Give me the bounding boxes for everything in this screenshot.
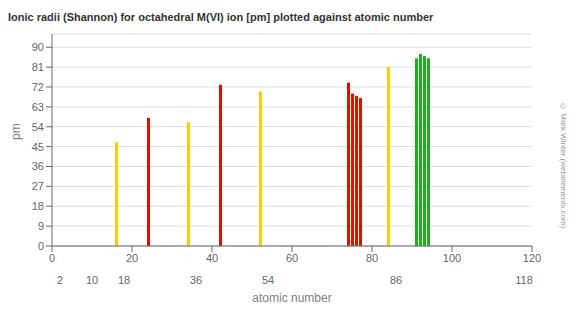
html-text:© Mark Winter (webelements.com: © Mark Winter (webelements.com) <box>558 101 568 229</box>
svg-text:2: 2 <box>57 274 63 286</box>
svg-text:45: 45 <box>32 141 44 153</box>
svg-text:0: 0 <box>38 240 44 252</box>
svg-text:86: 86 <box>390 274 402 286</box>
svg-text:20: 20 <box>126 252 138 264</box>
svg-text:36: 36 <box>190 274 202 286</box>
svg-text:atomic number: atomic number <box>252 291 331 304</box>
svg-text:118: 118 <box>515 274 533 286</box>
svg-text:80: 80 <box>366 252 378 264</box>
svg-text:63: 63 <box>32 101 44 113</box>
svg-text:54: 54 <box>32 121 44 133</box>
svg-text:72: 72 <box>32 81 44 93</box>
svg-text:27: 27 <box>32 180 44 192</box>
html-text:Ionic radii (Shannon) for octa: Ionic radii (Shannon) for octahedral M(V… <box>8 11 434 23</box>
svg-text:pm: pm <box>9 123 23 140</box>
svg-text:10: 10 <box>86 274 98 286</box>
svg-text:9: 9 <box>38 220 44 232</box>
svg-text:18: 18 <box>118 274 130 286</box>
svg-text:54: 54 <box>262 274 274 286</box>
svg-text:120: 120 <box>523 252 541 264</box>
svg-text:0: 0 <box>49 252 55 264</box>
svg-text:81: 81 <box>32 61 44 73</box>
svg-text:36: 36 <box>32 160 44 172</box>
svg-text:90: 90 <box>32 41 44 53</box>
svg-text:60: 60 <box>286 252 298 264</box>
svg-text:100: 100 <box>443 252 461 264</box>
svg-text:18: 18 <box>32 200 44 212</box>
svg-text:40: 40 <box>206 252 218 264</box>
